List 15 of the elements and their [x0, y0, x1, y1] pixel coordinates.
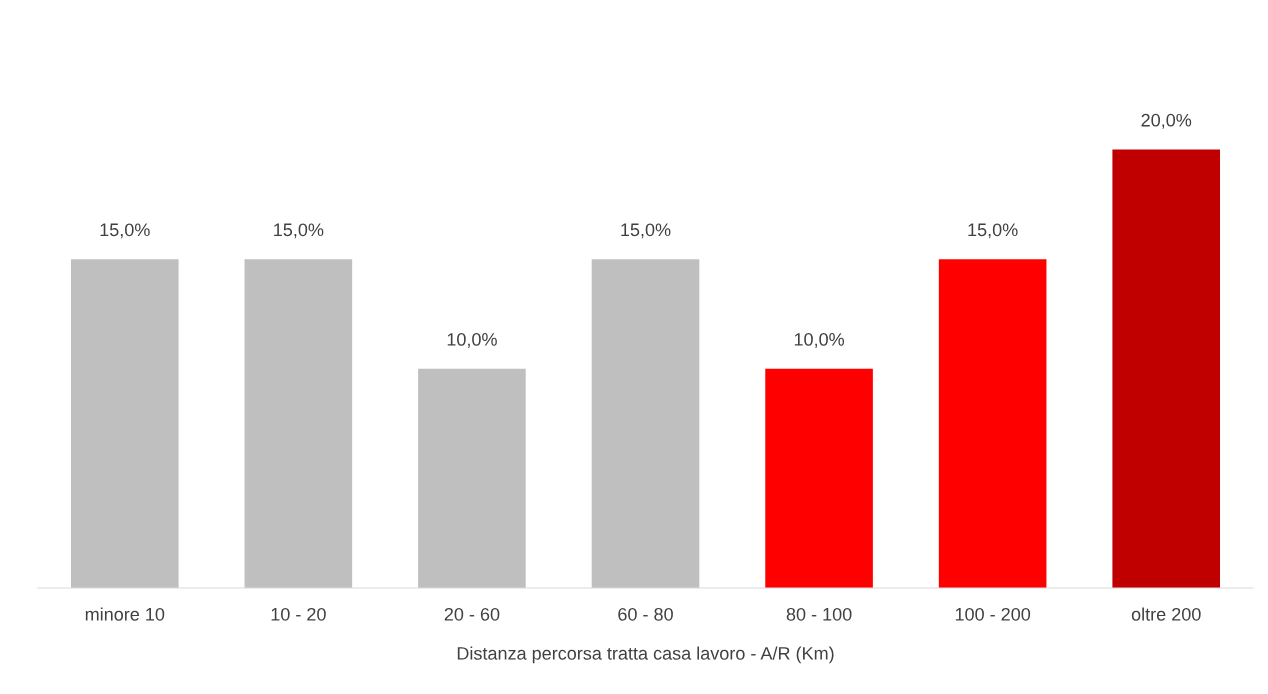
- data-label: 20,0%: [1141, 113, 1192, 129]
- x-tick-label: 60 - 80: [618, 607, 673, 621]
- data-label: 10,0%: [447, 333, 497, 348]
- data-label: 15,0%: [968, 223, 1018, 239]
- x-tick-label: 100 - 200: [955, 607, 1031, 621]
- x-tick-label: 80 - 100: [786, 607, 852, 621]
- x-tick-label: 20 - 60: [444, 607, 500, 621]
- x-axis-title: Distanza percorsa tratta casa lavoro - A/R (Km): [457, 646, 834, 664]
- x-tick-label: 10 - 20: [271, 607, 326, 621]
- x-tick-label: oltre 200: [1131, 607, 1201, 621]
- data-label: 15,0%: [274, 223, 324, 239]
- x-tick-label: minore 10: [85, 607, 165, 621]
- data-label: 15,0%: [100, 223, 150, 239]
- data-label: 15,0%: [621, 223, 671, 239]
- data-label: 10,0%: [794, 333, 845, 348]
